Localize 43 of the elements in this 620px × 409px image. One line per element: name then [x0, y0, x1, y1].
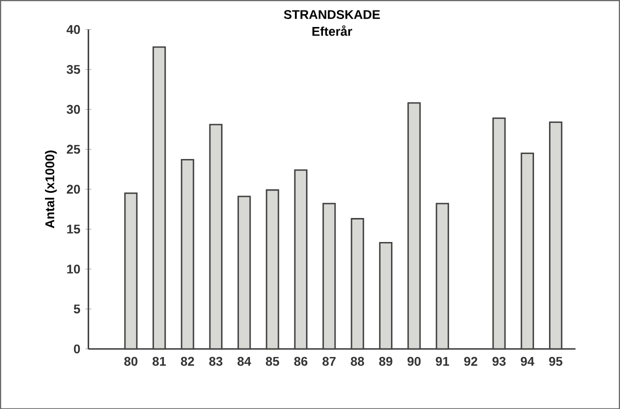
bar [266, 189, 280, 350]
bar [436, 202, 450, 350]
y-tick-label: 0 [74, 344, 80, 354]
bar [124, 192, 138, 350]
bar [407, 102, 421, 350]
bar [549, 121, 562, 350]
x-tick-label: 81 [152, 356, 166, 366]
bar [350, 218, 364, 350]
y-tick-label: 25 [66, 144, 80, 154]
y-tick-label: 40 [66, 24, 80, 34]
bar [238, 196, 251, 350]
x-tick-label: 91 [436, 356, 450, 366]
bar [294, 169, 308, 350]
x-tick-label: 83 [209, 356, 222, 366]
y-tick-label: 35 [66, 64, 80, 74]
x-tick-label: 82 [180, 356, 194, 366]
bar [152, 46, 166, 350]
x-tick-label: 86 [294, 356, 308, 366]
bar [379, 242, 392, 350]
bar [492, 117, 506, 350]
y-tick-label: 10 [67, 264, 80, 274]
x-tick-label: 85 [266, 356, 280, 366]
x-tick-label: 92 [464, 356, 478, 366]
bar [209, 124, 222, 350]
y-tick-label: 30 [66, 104, 80, 114]
x-tick-label: 90 [408, 356, 421, 366]
x-tick-label: 95 [549, 356, 562, 366]
x-tick-label: 94 [520, 356, 534, 366]
x-tick-label: 80 [124, 356, 138, 366]
y-tick-label: 15 [67, 224, 80, 234]
bar [322, 202, 336, 350]
x-tick-label: 93 [492, 356, 506, 366]
y-tick-label: 5 [74, 304, 80, 314]
bar [520, 152, 534, 350]
chart-subtitle: Efterår [312, 25, 352, 36]
x-tick-label: 84 [238, 356, 252, 366]
chart-title: STRANDSKADE [284, 10, 380, 19]
bar [180, 158, 194, 350]
x-tick-label: 89 [379, 356, 392, 366]
x-tick-label: 87 [322, 356, 336, 366]
x-tick-label: 88 [350, 356, 364, 366]
y-axis-title: Antal (x1000) [44, 150, 57, 228]
y-tick-label: 20 [66, 184, 80, 194]
